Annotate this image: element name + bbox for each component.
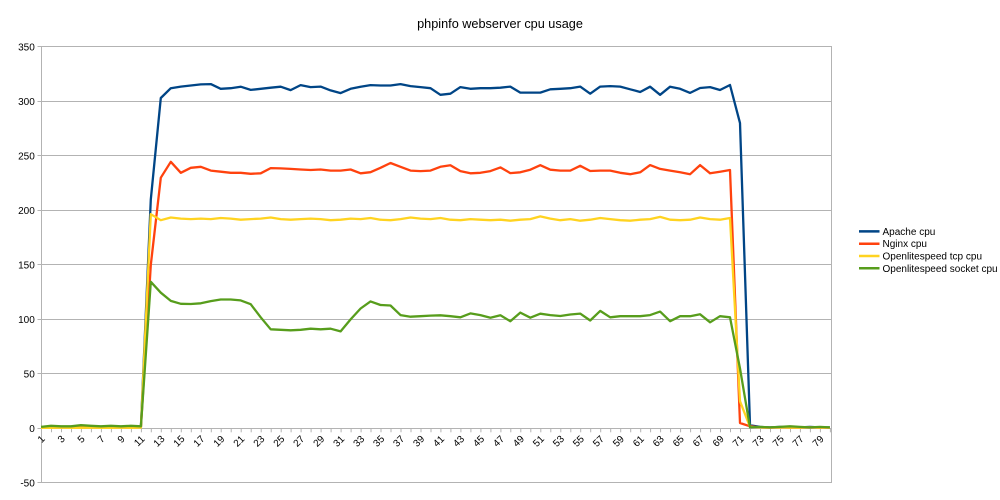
- svg-text:Openlitespeed tcp cpu: Openlitespeed tcp cpu: [883, 252, 983, 263]
- svg-text:300: 300: [18, 97, 35, 108]
- svg-text:150: 150: [18, 260, 35, 271]
- svg-text:phpinfo webserver cpu usage: phpinfo webserver cpu usage: [417, 17, 583, 31]
- svg-text:-50: -50: [20, 479, 35, 490]
- svg-text:250: 250: [18, 151, 35, 162]
- svg-text:0: 0: [29, 424, 35, 435]
- svg-text:Openlitespeed socket cpu: Openlitespeed socket cpu: [883, 264, 998, 275]
- svg-text:350: 350: [18, 42, 35, 53]
- svg-text:50: 50: [24, 370, 36, 381]
- svg-text:Apache cpu: Apache cpu: [883, 227, 936, 238]
- svg-text:100: 100: [18, 315, 35, 326]
- svg-text:200: 200: [18, 206, 35, 217]
- svg-text:Nginx cpu: Nginx cpu: [883, 239, 927, 250]
